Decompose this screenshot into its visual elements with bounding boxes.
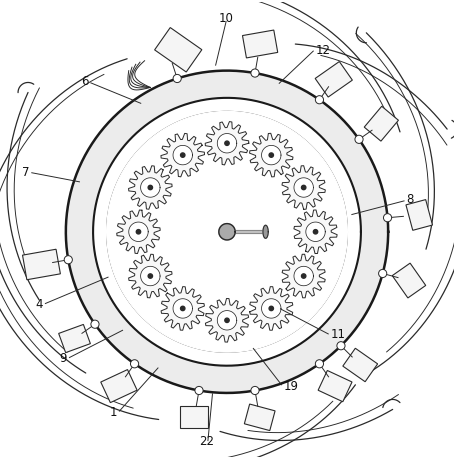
Polygon shape	[66, 71, 388, 393]
Polygon shape	[250, 287, 293, 330]
Circle shape	[173, 74, 181, 83]
Polygon shape	[269, 306, 273, 311]
Polygon shape	[173, 299, 192, 318]
Polygon shape	[242, 30, 278, 58]
Polygon shape	[262, 299, 281, 318]
Text: 12: 12	[316, 44, 331, 56]
Text: 1: 1	[109, 405, 117, 419]
Polygon shape	[219, 224, 235, 240]
Polygon shape	[129, 222, 148, 241]
Polygon shape	[225, 141, 229, 146]
Polygon shape	[180, 406, 208, 428]
Polygon shape	[364, 106, 399, 141]
Polygon shape	[101, 369, 137, 403]
Text: 19: 19	[284, 380, 299, 392]
Polygon shape	[294, 210, 337, 253]
Text: 7: 7	[22, 166, 30, 179]
Polygon shape	[225, 318, 229, 323]
Circle shape	[64, 256, 72, 264]
Text: 6: 6	[81, 75, 89, 89]
Circle shape	[384, 213, 392, 222]
Polygon shape	[173, 146, 192, 165]
Polygon shape	[263, 225, 268, 238]
Polygon shape	[294, 178, 313, 197]
Text: 10: 10	[219, 12, 233, 25]
Polygon shape	[262, 146, 281, 165]
Polygon shape	[306, 222, 325, 241]
Text: 4: 4	[35, 298, 43, 311]
Circle shape	[316, 95, 324, 104]
Polygon shape	[23, 249, 60, 280]
Polygon shape	[269, 153, 273, 157]
Polygon shape	[161, 287, 204, 330]
Circle shape	[379, 269, 387, 278]
Polygon shape	[301, 274, 306, 278]
Polygon shape	[205, 122, 249, 165]
Circle shape	[316, 360, 324, 368]
Polygon shape	[148, 185, 153, 190]
Polygon shape	[217, 134, 237, 153]
Text: 8: 8	[406, 194, 414, 207]
Polygon shape	[148, 274, 153, 278]
Circle shape	[337, 341, 345, 350]
Circle shape	[251, 386, 259, 395]
Polygon shape	[343, 348, 378, 382]
Polygon shape	[117, 210, 160, 253]
Polygon shape	[318, 370, 352, 402]
Polygon shape	[301, 185, 306, 190]
Polygon shape	[205, 298, 249, 342]
Circle shape	[91, 320, 99, 328]
Polygon shape	[141, 266, 160, 286]
Polygon shape	[406, 200, 433, 230]
Text: 9: 9	[59, 353, 67, 365]
Circle shape	[355, 135, 363, 143]
Polygon shape	[59, 325, 90, 353]
Polygon shape	[282, 166, 326, 209]
Polygon shape	[141, 178, 160, 197]
Circle shape	[195, 386, 203, 395]
Polygon shape	[250, 133, 293, 177]
Polygon shape	[217, 311, 237, 330]
Polygon shape	[315, 62, 352, 97]
Polygon shape	[136, 230, 141, 234]
Text: 22: 22	[199, 436, 214, 448]
Polygon shape	[155, 28, 202, 72]
Polygon shape	[181, 153, 185, 157]
Polygon shape	[128, 166, 172, 209]
Circle shape	[130, 360, 138, 368]
Polygon shape	[313, 230, 318, 234]
Polygon shape	[282, 254, 325, 298]
Polygon shape	[161, 134, 204, 177]
Polygon shape	[128, 254, 172, 298]
Circle shape	[251, 69, 259, 77]
Polygon shape	[107, 112, 347, 352]
Polygon shape	[392, 263, 426, 298]
Text: 11: 11	[331, 328, 345, 341]
Polygon shape	[294, 266, 313, 286]
Polygon shape	[244, 404, 275, 431]
Polygon shape	[181, 306, 185, 311]
